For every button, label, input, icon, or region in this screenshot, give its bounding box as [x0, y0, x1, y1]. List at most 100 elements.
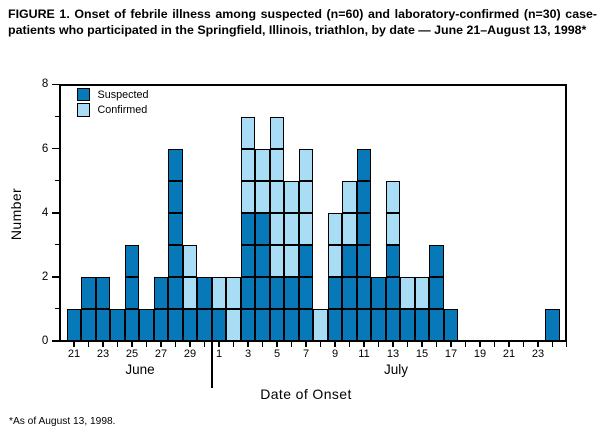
case-box — [429, 308, 444, 341]
y-minor-tick — [54, 308, 60, 310]
case-box — [168, 180, 183, 213]
x-tick — [377, 342, 380, 347]
case-box — [327, 308, 343, 341]
plot-frame-top — [59, 84, 567, 86]
y-minor-tick — [54, 179, 60, 182]
case-box — [124, 244, 140, 277]
case-box — [182, 308, 198, 341]
case-box — [240, 148, 256, 181]
x-tick — [232, 342, 235, 347]
x-tick — [203, 342, 206, 347]
x-tick — [319, 342, 322, 347]
case-box — [356, 244, 372, 277]
case-box — [298, 244, 314, 277]
case-box — [168, 212, 183, 245]
case-box — [124, 308, 140, 341]
case-box — [385, 244, 401, 277]
case-box — [211, 276, 227, 309]
legend-label-confirmed: Confirmed — [97, 104, 148, 117]
x-tick-label: 15 — [415, 348, 429, 360]
y-minor-tick — [54, 243, 60, 246]
case-box — [240, 180, 256, 213]
case-box — [298, 148, 314, 181]
case-box — [284, 276, 299, 309]
y-minor-tick — [54, 115, 60, 118]
x-tick-label: 29 — [183, 348, 197, 360]
case-box — [284, 180, 299, 213]
x-tick-label: 11 — [358, 348, 370, 360]
case-box — [168, 244, 183, 277]
x-tick-label: 3 — [244, 348, 252, 360]
case-box — [385, 212, 401, 245]
case-box — [168, 148, 183, 181]
case-box — [284, 212, 299, 245]
case-box — [240, 212, 256, 245]
confirmed-color-swatch — [76, 103, 91, 118]
x-tick-label: 23 — [96, 348, 110, 360]
x-tick — [247, 342, 249, 347]
case-box — [385, 308, 401, 341]
case-box — [95, 276, 111, 309]
x-tick — [276, 342, 278, 347]
case-box — [240, 308, 256, 341]
case-box — [443, 308, 459, 341]
case-box — [342, 308, 357, 341]
month-label-june: June — [125, 362, 155, 377]
x-tick — [145, 342, 148, 347]
case-box — [414, 308, 430, 341]
case-box — [400, 308, 415, 341]
case-box — [240, 244, 256, 277]
case-box — [182, 244, 198, 277]
case-box — [298, 180, 314, 213]
case-box — [139, 308, 154, 341]
case-box — [211, 308, 227, 341]
case-box — [255, 180, 270, 213]
y-axis-line — [59, 84, 62, 343]
case-box — [269, 180, 285, 213]
y-tick — [51, 211, 60, 214]
case-box — [356, 148, 372, 181]
case-box — [124, 276, 140, 309]
case-box — [298, 308, 314, 341]
x-tick — [305, 342, 307, 347]
case-box — [545, 308, 560, 341]
x-tick — [565, 342, 567, 347]
case-box — [342, 212, 357, 245]
case-box — [327, 212, 343, 245]
x-tick-label: 1 — [215, 348, 223, 360]
case-box — [429, 244, 444, 277]
case-box — [197, 276, 212, 309]
month-label-july: July — [383, 362, 409, 377]
case-box — [400, 276, 415, 309]
x-tick — [290, 342, 293, 347]
case-box — [269, 244, 285, 277]
case-box — [385, 276, 401, 309]
case-box — [255, 276, 270, 309]
x-tick — [406, 342, 409, 347]
case-box — [269, 308, 285, 341]
y-tick — [51, 83, 60, 86]
x-tick — [87, 342, 90, 347]
case-box — [313, 308, 328, 341]
case-box — [327, 244, 343, 277]
figure-title: FIGURE 1. Onset of febrile illness among… — [8, 7, 597, 37]
x-tick-label: 23 — [531, 348, 545, 360]
case-box — [255, 308, 270, 341]
x-tick-label: 9 — [331, 348, 339, 360]
x-tick — [551, 342, 554, 347]
x-tick — [479, 342, 481, 347]
case-box — [110, 308, 125, 341]
x-tick — [508, 342, 510, 347]
x-tick — [160, 342, 162, 347]
x-tick-label: 17 — [444, 348, 458, 360]
case-box — [284, 244, 299, 277]
case-box — [371, 276, 386, 309]
case-box — [153, 276, 169, 309]
case-box — [269, 212, 285, 245]
y-tick-label: 4 — [41, 206, 49, 219]
case-box — [269, 148, 285, 181]
case-box — [342, 276, 357, 309]
case-box — [240, 276, 256, 309]
case-box — [356, 180, 372, 213]
